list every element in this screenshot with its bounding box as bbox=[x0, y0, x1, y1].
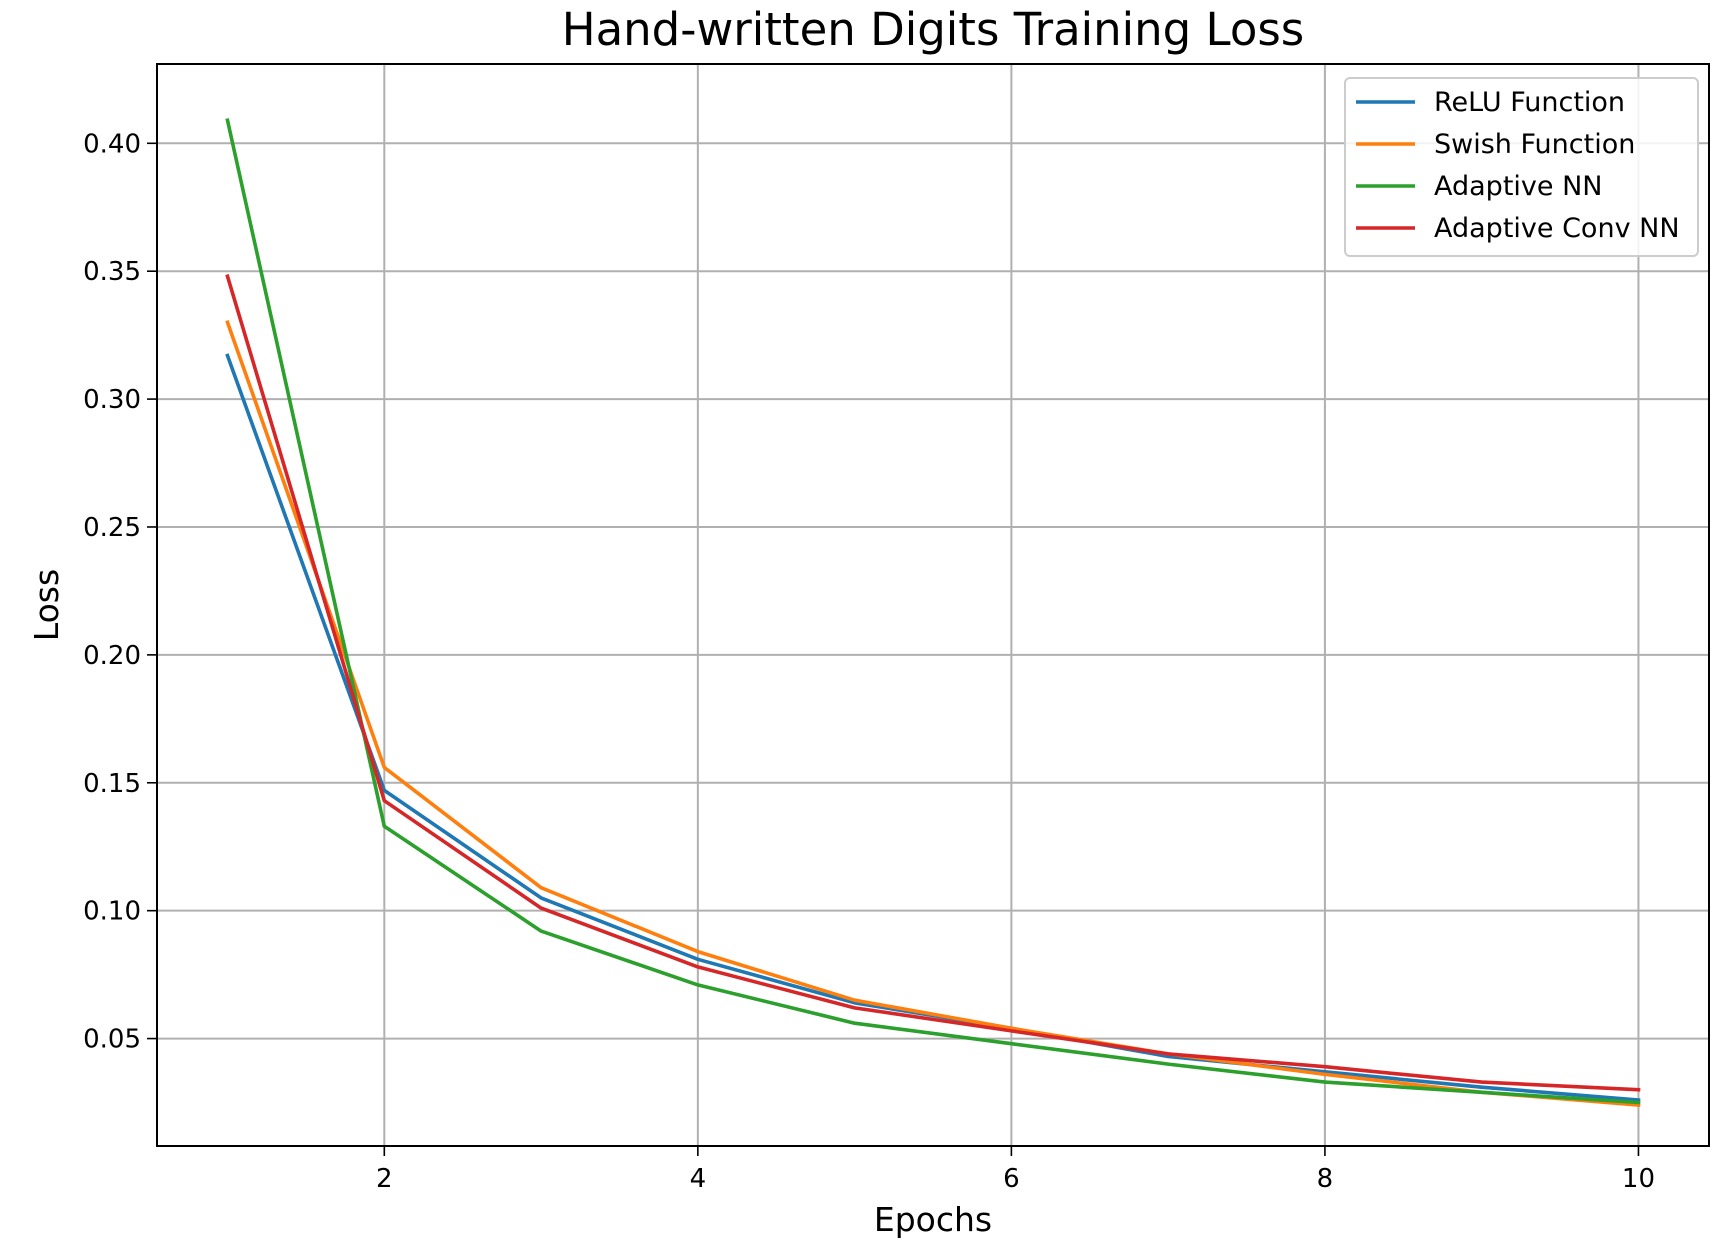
legend-label-3: Adaptive NN bbox=[1434, 171, 1602, 202]
y-tick-label: 0.40 bbox=[83, 129, 141, 159]
series-lines bbox=[225, 118, 1641, 1108]
y-tick-label: 0.25 bbox=[83, 513, 141, 543]
legend-label-2: Swish Function bbox=[1434, 129, 1635, 160]
y-tick-label: 0.10 bbox=[83, 897, 141, 927]
series-line-2 bbox=[225, 320, 1641, 1108]
x-tick-label: 8 bbox=[1317, 1164, 1334, 1194]
y-tick-label: 0.20 bbox=[83, 641, 141, 671]
x-axis-label: Epochs bbox=[874, 1200, 992, 1239]
legend-box bbox=[1344, 77, 1699, 257]
axis-ticks: 2 4 6 8 10 0.05 0.10 0.15 0.20 0.25 0.30 0.35 0.40 bbox=[83, 129, 1655, 1194]
y-axis-label: Loss bbox=[27, 569, 66, 641]
chart-title: Hand-written Digits Training Loss bbox=[562, 3, 1305, 56]
x-tick-label: 10 bbox=[1622, 1164, 1655, 1194]
x-tick-label: 6 bbox=[1003, 1164, 1020, 1194]
legend: ReLU Function Swish Function Adaptive NN Ad… bbox=[1344, 77, 1699, 257]
series-line-3 bbox=[225, 118, 1641, 1105]
y-tick-label: 0.30 bbox=[83, 385, 141, 415]
y-tick-label: 0.15 bbox=[83, 769, 141, 799]
plot-frame bbox=[156, 63, 1710, 1147]
x-tick-label: 4 bbox=[690, 1164, 707, 1194]
series-line-4 bbox=[225, 274, 1641, 1092]
legend-label-1: ReLU Function bbox=[1434, 87, 1625, 118]
y-tick-label: 0.05 bbox=[83, 1025, 141, 1055]
y-tick-label: 0.35 bbox=[83, 257, 141, 287]
legend-label-4: Adaptive Conv NN bbox=[1434, 213, 1680, 244]
x-tick-label: 2 bbox=[376, 1164, 393, 1194]
grid bbox=[157, 64, 1709, 1146]
